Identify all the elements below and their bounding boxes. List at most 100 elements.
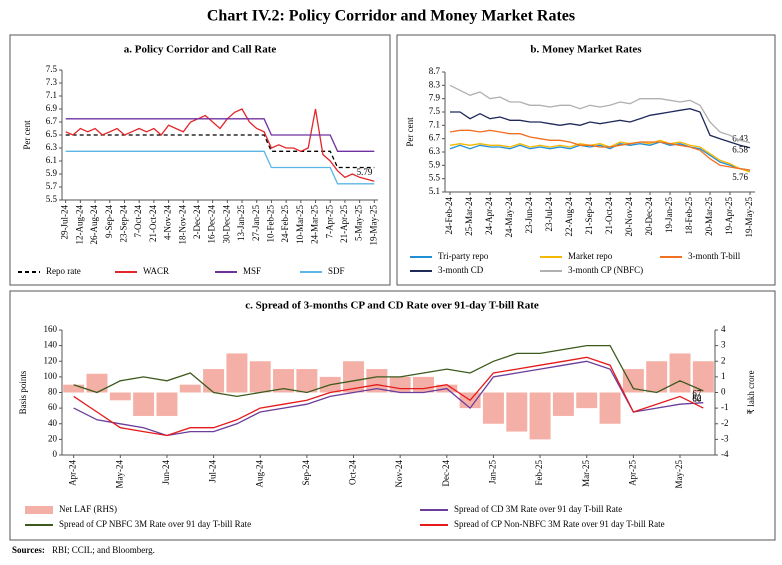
legend-label: Tri-party repo bbox=[438, 251, 489, 261]
x-tick-label: 23-Jun-24 bbox=[524, 197, 534, 234]
bar bbox=[203, 369, 225, 393]
x-tick-label: 20-Nov-24 bbox=[624, 197, 634, 237]
x-tick-label: 10-Feb-25 bbox=[266, 205, 276, 243]
bar bbox=[63, 384, 85, 393]
sources-label: Sources: bbox=[12, 545, 45, 555]
y-tick-label: 6.5 bbox=[46, 129, 58, 139]
value-label: 5.79 bbox=[357, 167, 373, 177]
y-tick-label: 40 bbox=[48, 418, 58, 428]
y-tick-label: 6.9 bbox=[46, 103, 58, 113]
legend-label: 3-month CD bbox=[438, 265, 484, 275]
y-tick-label: 5.5 bbox=[429, 173, 441, 183]
y-tick-label: 5.5 bbox=[46, 194, 58, 204]
legend-label: 3-month T-bill bbox=[688, 251, 741, 261]
y-tick-label: 6.1 bbox=[46, 155, 57, 165]
bar bbox=[133, 392, 155, 416]
y2-tick-label: -1 bbox=[721, 402, 729, 412]
y-tick-label: 5.9 bbox=[429, 159, 441, 169]
series-line bbox=[65, 150, 375, 185]
y-tick-label: 7.9 bbox=[429, 93, 441, 103]
panel-title: c. Spread of 3-months CP and CD Rate ove… bbox=[245, 300, 539, 312]
series-line bbox=[65, 118, 375, 152]
y-tick-label: 5.7 bbox=[46, 181, 58, 191]
x-tick-label: 13-Jan-25 bbox=[236, 205, 246, 241]
bar bbox=[296, 369, 318, 393]
x-tick-label: 30-Dec-24 bbox=[221, 205, 231, 244]
bar bbox=[366, 369, 388, 393]
bar bbox=[343, 361, 365, 393]
y-tick-label: 8.7 bbox=[429, 66, 441, 76]
series-line bbox=[449, 139, 751, 173]
value-label: 60 bbox=[692, 394, 702, 404]
bar bbox=[506, 392, 528, 432]
x-tick-label: 19-Jan-25 bbox=[664, 197, 674, 233]
x-tick-label: 21-Sep-24 bbox=[584, 197, 594, 235]
y-tick-label: 5.9 bbox=[46, 168, 58, 178]
panel-c-frame bbox=[9, 290, 776, 541]
sources: RBI; CCIL; and Bloomberg. bbox=[52, 545, 155, 555]
x-tick-label: 21-Oct-24 bbox=[604, 197, 614, 234]
y2-tick-label: -4 bbox=[721, 449, 729, 459]
bar bbox=[552, 392, 574, 416]
y-tick-label: 0 bbox=[53, 449, 58, 459]
bar bbox=[249, 361, 271, 393]
y-axis-label: Basis points bbox=[18, 370, 28, 414]
series-line bbox=[73, 360, 704, 437]
bar bbox=[622, 369, 644, 393]
x-tick-label: Apr-24 bbox=[68, 460, 78, 486]
x-tick-label: Oct-24 bbox=[348, 460, 358, 485]
x-tick-label: Feb-25 bbox=[534, 460, 544, 486]
x-tick-label: 5-May-25 bbox=[354, 205, 364, 241]
y-tick-label: 80 bbox=[48, 387, 58, 397]
x-tick-label: Mar-25 bbox=[581, 460, 591, 487]
y-tick-label: 140 bbox=[44, 340, 58, 350]
bar bbox=[599, 392, 621, 424]
y2-tick-label: -3 bbox=[721, 433, 729, 443]
x-tick-label: 26-Aug-24 bbox=[89, 205, 99, 245]
y-tick-label: 6.7 bbox=[429, 133, 441, 143]
panel-a-frame bbox=[9, 34, 391, 286]
y-tick-label: 160 bbox=[44, 324, 58, 334]
x-tick-label: 18-Feb-25 bbox=[684, 197, 694, 235]
value-label: 82 bbox=[692, 393, 701, 403]
x-tick-label: 23-Jul-24 bbox=[544, 197, 554, 232]
x-tick-label: 9-Sep-24 bbox=[104, 205, 114, 238]
y2-tick-label: 4 bbox=[721, 324, 726, 334]
bar bbox=[482, 392, 504, 424]
bar bbox=[669, 353, 691, 393]
legend-label: 3-month CP (NBFC) bbox=[568, 265, 643, 275]
y-tick-label: 6.3 bbox=[429, 146, 441, 156]
panel-title: a. Policy Corridor and Call Rate bbox=[124, 44, 277, 56]
panel-b-frame bbox=[396, 34, 776, 286]
y-axis-label: Per cent bbox=[22, 120, 32, 150]
y2-tick-label: 0 bbox=[721, 387, 726, 397]
x-tick-label: 27-Jan-25 bbox=[251, 205, 261, 241]
bar bbox=[156, 392, 178, 416]
y-tick-label: 7.5 bbox=[46, 64, 58, 74]
x-tick-label: 19-May-25 bbox=[368, 205, 378, 246]
y-tick-label: 120 bbox=[44, 355, 58, 365]
x-tick-label: Dec-24 bbox=[441, 460, 451, 487]
legend-label: Market repo bbox=[568, 251, 613, 261]
x-tick-label: 19-Apr-25 bbox=[724, 197, 734, 235]
x-tick-label: Aug-24 bbox=[254, 460, 264, 488]
x-tick-label: 24-Apr-24 bbox=[484, 197, 494, 235]
x-tick-label: May-24 bbox=[114, 460, 124, 489]
bar bbox=[529, 392, 551, 440]
y-tick-label: 100 bbox=[44, 371, 58, 381]
x-tick-label: 20-Dec-24 bbox=[644, 197, 654, 236]
x-tick-label: 24-Feb-25 bbox=[280, 205, 290, 243]
y-tick-label: 8.3 bbox=[429, 79, 441, 89]
bar bbox=[692, 361, 714, 393]
y-tick-label: 5.1 bbox=[429, 186, 440, 196]
series-line bbox=[449, 84, 751, 144]
legend-label: WACR bbox=[143, 266, 169, 276]
bar bbox=[646, 361, 668, 393]
y-tick-label: 60 bbox=[48, 402, 58, 412]
x-tick-label: 24-Mar-25 bbox=[310, 205, 320, 244]
x-tick-label: Jan-25 bbox=[488, 460, 498, 484]
x-tick-label: Jun-24 bbox=[161, 460, 171, 485]
series-line bbox=[449, 129, 751, 171]
x-tick-label: Nov-24 bbox=[394, 460, 404, 488]
series-line bbox=[73, 356, 704, 437]
